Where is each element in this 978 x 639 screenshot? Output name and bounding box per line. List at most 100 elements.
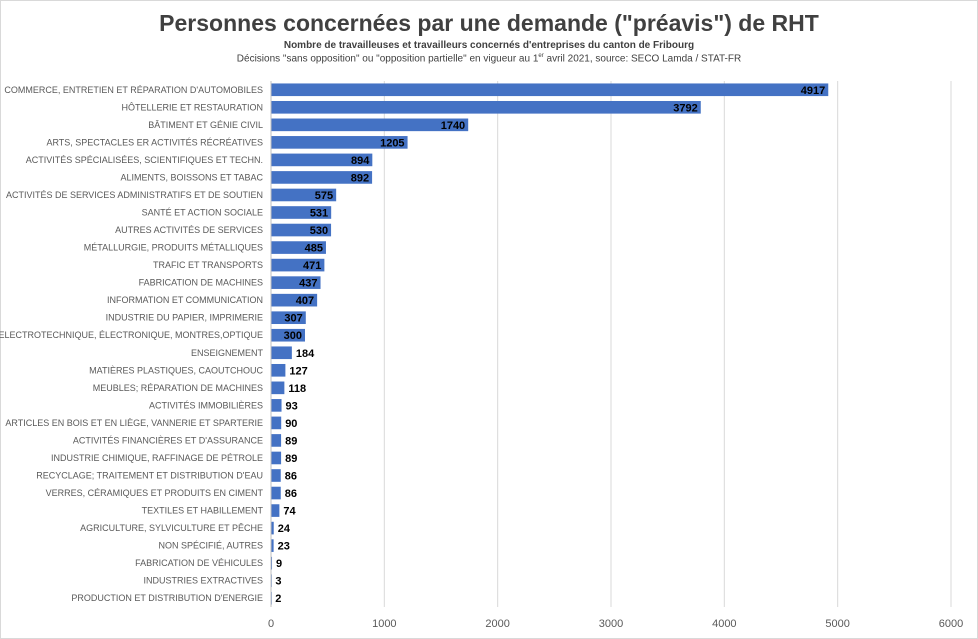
bar	[271, 293, 318, 307]
category-label: MÉTALLURGIE, PRODUITS MÉTALLIQUES	[84, 243, 263, 253]
category-label: ACTIVITÉS SPÉCIALISÉES, SCIENTIFIQUES ET…	[26, 155, 263, 165]
data-label: 86	[285, 471, 297, 483]
data-label: 437	[299, 278, 317, 290]
category-label: INFORMATION ET COMMUNICATION	[107, 295, 263, 305]
bar	[271, 153, 373, 167]
data-label: 118	[288, 383, 306, 395]
data-label: 90	[285, 418, 297, 430]
category-label: FABRICATION DE VÉHICULES	[135, 558, 263, 568]
bar	[271, 83, 829, 97]
bar	[271, 556, 273, 570]
bar	[271, 399, 282, 412]
note-text-after: avril 2021, source: SECO Lamda / STAT-FR	[543, 53, 742, 65]
bar	[271, 241, 326, 254]
note-text-before: Décisions "sans opposition" ou "oppositi…	[236, 53, 539, 65]
note-superscript: er	[538, 53, 544, 59]
data-label: 24	[278, 523, 291, 535]
x-tick-label: 4000	[712, 618, 736, 630]
data-label: 184	[296, 348, 315, 360]
category-label: ALIMENTS, BOISSONS ET TABAC	[120, 172, 263, 182]
bar	[271, 469, 281, 482]
bar	[271, 258, 325, 272]
data-label: 86	[285, 488, 297, 500]
bar	[271, 328, 305, 342]
category-label: ELECTROTECHNIQUE, ÉLECTRONIQUE, MONTRES,…	[0, 330, 263, 340]
data-label: 93	[286, 400, 298, 412]
data-label: 485	[305, 243, 323, 255]
x-tick-label: 6000	[939, 618, 963, 630]
x-tick-label: 3000	[599, 618, 623, 630]
category-label: NON SPÉCIFIÉ, AUTRES	[158, 541, 263, 551]
bar	[271, 136, 408, 149]
x-tick-label: 5000	[825, 618, 849, 630]
category-label: ACTIVITÉS IMMOBILIÈRES	[149, 400, 263, 410]
data-label: 300	[284, 330, 302, 342]
category-label: TRAFIC ET TRANSPORTS	[153, 260, 263, 270]
category-label: MATIÈRES PLASTIQUES, CAOUTCHOUC	[89, 365, 263, 375]
data-label: 3	[275, 576, 281, 588]
category-label: AUTRES ACTIVITÉS DE SERVICES	[115, 225, 263, 235]
category-label: INDUSTRIE DU PAPIER, IMPRIMERIE	[106, 313, 263, 323]
data-label: 530	[310, 225, 328, 237]
bar	[271, 521, 274, 535]
category-label: RECYCLAGE; TRAITEMENT ET DISTRIBUTION D'…	[36, 471, 263, 481]
category-label: ACTIVITÉS DE SERVICES ADMINISTRATIFS ET …	[6, 190, 263, 200]
bar	[271, 206, 332, 219]
data-label: 127	[289, 365, 307, 377]
data-label: 531	[310, 208, 328, 220]
category-label: AGRICULTURE, SYLVICULTURE ET PÊCHE	[80, 523, 263, 533]
data-label: 74	[283, 506, 296, 518]
bar	[271, 434, 282, 447]
category-label: COMMERCE, ENTRETIEN ET RÉPARATION D'AUTO…	[4, 85, 263, 95]
bar	[271, 311, 306, 325]
bar	[271, 539, 274, 552]
category-label: ARTS, SPECTACLES ER ACTIVITÉS RÉCRÉATIVE…	[46, 137, 263, 147]
category-label: FABRICATION DE MACHINES	[139, 278, 263, 288]
category-label: MEUBLES; RÉPARATION DE MACHINES	[93, 383, 263, 393]
data-label: 23	[278, 541, 290, 553]
bar	[271, 486, 281, 500]
data-label: 4917	[801, 85, 825, 97]
category-label: PRODUCTION ET DISTRIBUTION D'ENERGIE	[71, 593, 263, 603]
bar	[271, 504, 280, 517]
bar	[271, 346, 292, 360]
data-label: 3792	[673, 102, 697, 114]
data-label: 894	[351, 155, 370, 167]
x-tick-label: 1000	[372, 618, 396, 630]
category-label: BÂTIMENT ET GÉNIE CIVIL	[148, 120, 263, 130]
data-label: 407	[296, 295, 314, 307]
data-label: 471	[303, 260, 321, 272]
bar	[271, 381, 285, 395]
chart-source-note: Décisions "sans opposition" ou "oppositi…	[0, 53, 978, 64]
chart-subtitle: Nombre de travailleuses et travailleurs …	[283, 40, 695, 51]
data-label: 89	[285, 435, 297, 447]
category-label: ARTICLES EN BOIS ET EN LIÈGE, VANNERIE E…	[5, 418, 263, 428]
data-label: 1740	[441, 120, 465, 132]
bar	[271, 100, 701, 114]
data-label: 575	[315, 190, 333, 202]
bar	[271, 223, 332, 237]
bar	[271, 363, 286, 377]
category-label: SANTÉ ET ACTION SOCIALE	[142, 208, 263, 218]
bar	[271, 451, 282, 465]
x-tick-label: 2000	[485, 618, 509, 630]
bar	[271, 276, 321, 289]
data-label: 307	[284, 313, 302, 325]
bar	[271, 171, 373, 184]
category-label: ACTIVITÉS FINANCIÈRES ET D'ASSURANCE	[73, 435, 263, 445]
category-label: INDUSTRIES EXTRACTIVES	[143, 576, 263, 586]
category-label: INDUSTRIE CHIMIQUE, RAFFINAGE DE PÉTROLE	[51, 453, 263, 463]
data-label: 89	[285, 453, 297, 465]
data-label: 1205	[380, 137, 404, 149]
data-label: 2	[275, 593, 281, 605]
bar	[271, 416, 282, 430]
category-label: TEXTILES ET HABILLEMENT	[142, 506, 264, 516]
bar	[271, 118, 469, 132]
chart-title: Personnes concernées par une demande ("p…	[159, 10, 819, 36]
data-label: 9	[276, 558, 282, 570]
bar	[271, 188, 337, 202]
category-label: VERRES, CÉRAMIQUES ET PRODUITS EN CIMENT	[46, 488, 264, 498]
data-label: 892	[351, 172, 369, 184]
x-tick-label: 0	[268, 618, 274, 630]
